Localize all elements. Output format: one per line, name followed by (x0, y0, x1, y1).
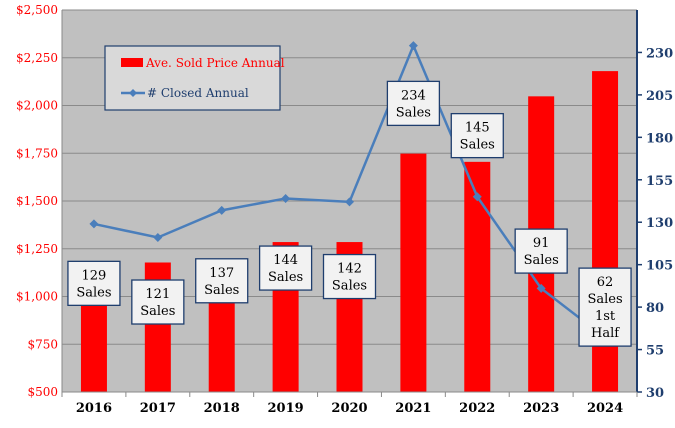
left-tick-label: $1,250 (16, 242, 58, 256)
annotation-text: Sales (587, 292, 622, 307)
x-tick-label: 2023 (523, 401, 559, 416)
annotation-text: 91 (533, 236, 550, 251)
annotation-box: 145 Sales (450, 112, 504, 159)
annotation-text: Sales (204, 283, 239, 298)
legend-swatch-bar (121, 58, 143, 67)
legend-label-line: # Closed Annual (147, 86, 249, 100)
line-marker (408, 41, 418, 51)
right-tick-label: 30 (646, 386, 664, 401)
annotation-text: 1st (595, 309, 616, 324)
annotations: 129 Sales 121 Sales 137 Sales 144 Sales 142 Sales… (67, 80, 632, 347)
right-tick-label: 205 (646, 89, 673, 104)
line-marker (89, 219, 99, 229)
annotation-frame (578, 267, 632, 347)
right-tick-label: 55 (646, 344, 664, 359)
x-tick-label: 2022 (459, 401, 495, 416)
annotation-frame (131, 279, 185, 325)
annotation-frame (514, 228, 568, 274)
annotation-box: 137 Sales (195, 258, 249, 304)
annotation-frame (195, 258, 249, 304)
left-tick-label: $750 (27, 337, 58, 351)
left-tick-label: $500 (27, 385, 58, 399)
annotation-box: 121 Sales (131, 279, 185, 325)
annotation-text: 121 (145, 287, 170, 302)
line-marker (281, 193, 291, 203)
x-tick-label: 2024 (587, 401, 623, 416)
legend: Ave. Sold Price Annual # Closed Annual (104, 45, 285, 111)
legend-box (104, 45, 281, 111)
x-tick-label: 2018 (204, 401, 240, 416)
left-tick-label: $2,000 (16, 99, 58, 113)
annotation-text: Sales (524, 253, 559, 268)
line-marker (536, 283, 546, 293)
annotation-frame (67, 260, 121, 306)
annotation-text: Sales (396, 105, 431, 120)
right-tick-label: 80 (646, 301, 664, 316)
right-tick-label: 180 (646, 131, 673, 146)
annotation-text: Sales (268, 270, 303, 285)
annotation-box: 91 Sales (514, 228, 568, 274)
line-marker (472, 192, 482, 202)
left-tick-label: $2,500 (16, 3, 58, 17)
x-tick-label: 2016 (76, 401, 112, 416)
annotation-text: 144 (273, 253, 298, 268)
annotation-text: Sales (332, 279, 367, 294)
right-tick-label: 130 (646, 216, 673, 231)
annotation-text: Sales (76, 285, 111, 300)
annotation-frame (258, 245, 313, 291)
right-tick-label: 230 (646, 46, 673, 61)
annotation-text: 62 (597, 275, 614, 290)
left-tick-label: $1,000 (16, 290, 58, 304)
annotation-frame (322, 253, 377, 300)
x-tick-label: 2019 (268, 401, 304, 416)
annotation-box: 129 Sales (67, 260, 121, 306)
line-marker (217, 205, 227, 215)
annotation-text: Half (591, 326, 620, 341)
line-marker (345, 197, 354, 207)
left-axis-tick-labels: $500 $750 $1,000 $1,250 $1,500 $1,750 $2,000 $2… (16, 3, 58, 399)
annotation-box: 62 Sales 1st Half (578, 267, 632, 347)
annotation-text: 142 (337, 262, 362, 277)
left-tick-label: $1,750 (16, 146, 58, 160)
annotation-text: 137 (209, 266, 234, 281)
right-axis-tick-labels: 30 55 80 105 130 155 180 205 230 (646, 46, 673, 401)
right-tick-label: 155 (646, 174, 673, 189)
legend-swatch-marker (129, 89, 137, 97)
bar (400, 153, 427, 392)
left-tick-label: $2,250 (16, 51, 58, 65)
annotation-box: 142 Sales (322, 253, 377, 300)
annotation-text: 129 (82, 268, 107, 283)
left-tick-label: $1,500 (16, 194, 58, 208)
annotation-frame (386, 80, 441, 127)
x-tick-label: 2020 (331, 401, 367, 416)
axes (61, 10, 642, 397)
annotation-text: Sales (140, 304, 175, 319)
annotation-frame (450, 112, 504, 159)
x-tick-label: 2017 (140, 401, 176, 416)
annotation-box: 234 Sales (386, 80, 441, 127)
legend-label-bar: Ave. Sold Price Annual (145, 56, 285, 70)
annotation-text: 145 (465, 121, 490, 136)
right-tick-label: 105 (646, 259, 673, 274)
annotation-box: 144 Sales (258, 245, 313, 291)
x-axis-tick-labels: 2016 2017 2018 2019 2020 2021 2022 2023 2024 (76, 401, 623, 416)
x-tick-label: 2021 (395, 401, 431, 416)
line-marker (153, 233, 163, 243)
annotation-text: Sales (460, 138, 495, 153)
annotation-text: 234 (401, 88, 426, 103)
